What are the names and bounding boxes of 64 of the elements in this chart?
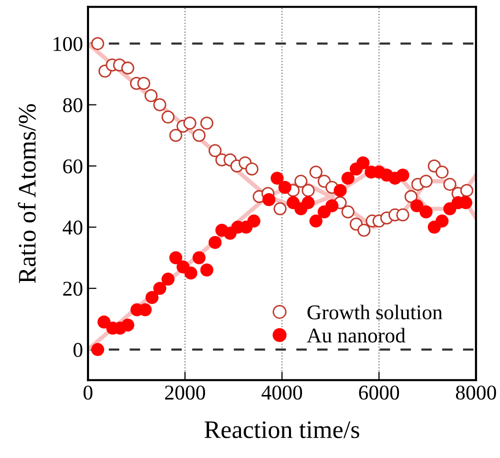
point <box>357 224 370 237</box>
point <box>208 144 222 158</box>
point <box>420 205 433 218</box>
point <box>169 128 182 142</box>
y-tick-label: 100 <box>54 36 82 52</box>
point <box>208 236 222 249</box>
point <box>404 190 418 204</box>
point <box>309 214 322 228</box>
point <box>192 128 206 142</box>
point <box>91 37 104 50</box>
x-tick-label: 8000 <box>456 386 496 400</box>
legend-label: Au nanorod <box>306 328 406 343</box>
point <box>334 184 347 197</box>
point <box>192 251 206 264</box>
point <box>302 184 315 197</box>
point <box>410 199 424 212</box>
point <box>341 172 354 185</box>
x-tick-label: 2000 <box>165 386 206 400</box>
point <box>420 174 433 188</box>
point <box>153 282 166 295</box>
point <box>98 316 111 329</box>
x-tick-label: 0 <box>84 386 92 400</box>
point <box>162 272 175 286</box>
point <box>460 184 474 197</box>
point <box>247 214 260 228</box>
y-tick-label: 20 <box>63 282 82 296</box>
legend-label: Growth solution <box>308 304 442 320</box>
y-tick-label: 60 <box>63 159 82 174</box>
point <box>121 62 134 75</box>
point <box>200 263 214 276</box>
point <box>162 110 175 124</box>
y-tick-label: 0 <box>74 342 82 357</box>
point <box>356 156 370 170</box>
x-tick-label: 4000 <box>262 386 302 400</box>
point <box>146 291 159 304</box>
point <box>309 166 322 179</box>
point <box>184 266 198 280</box>
point <box>341 205 354 218</box>
point <box>137 76 150 90</box>
y-axis-title: Ratio of Atoms/% <box>18 104 36 284</box>
point <box>443 178 456 191</box>
point <box>325 199 338 212</box>
point <box>278 180 292 194</box>
point <box>274 202 287 216</box>
point <box>294 174 308 188</box>
point <box>396 168 410 182</box>
point <box>91 343 104 356</box>
point <box>270 172 284 185</box>
x-tick-label: 6000 <box>359 386 400 400</box>
point <box>245 162 258 176</box>
point <box>436 214 449 228</box>
point <box>302 196 315 210</box>
point <box>169 251 182 264</box>
point <box>144 89 158 102</box>
point <box>121 318 134 332</box>
point <box>153 98 166 112</box>
y-tick-label: 80 <box>63 98 82 112</box>
x-axis-title: Reaction time/s <box>204 421 360 438</box>
point <box>262 193 276 206</box>
point <box>183 116 196 130</box>
y-tick-label: 40 <box>62 220 82 235</box>
point <box>436 166 449 179</box>
point <box>396 208 410 222</box>
point <box>200 116 214 130</box>
